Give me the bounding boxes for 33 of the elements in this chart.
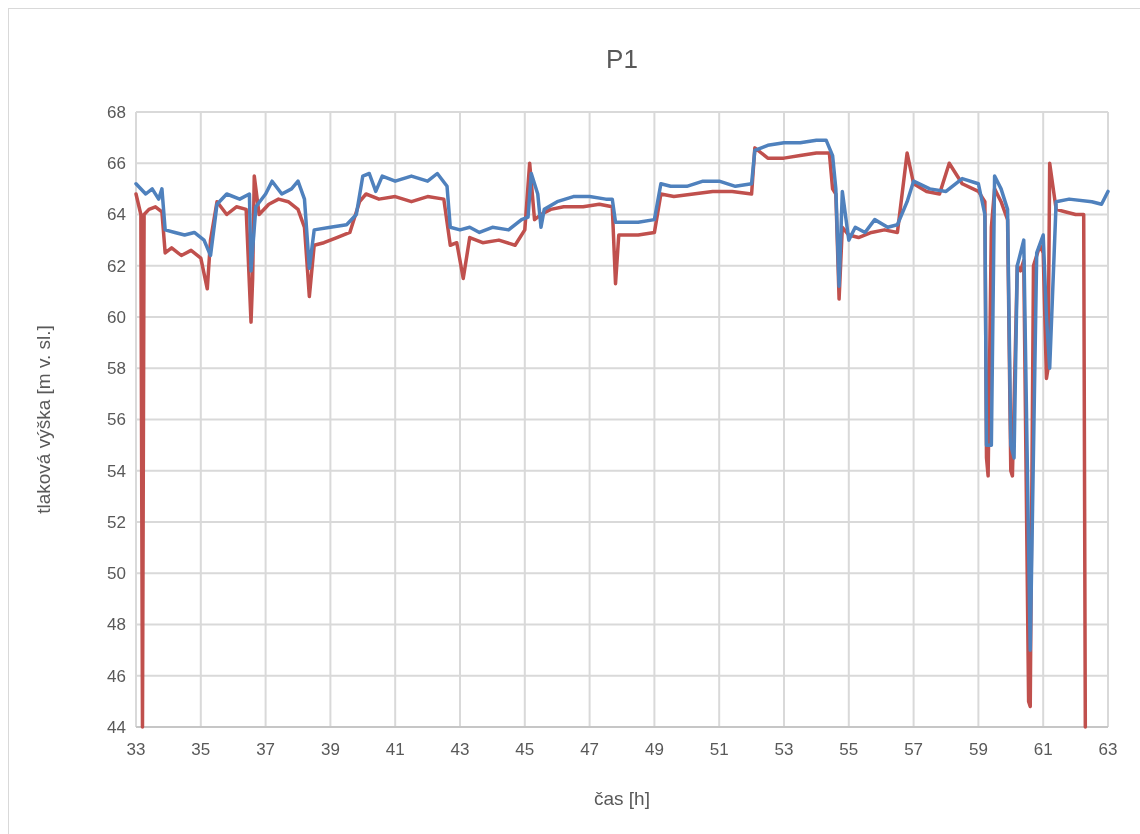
line-series (134, 138, 1110, 652)
x-tick-label: 53 (774, 740, 794, 759)
x-tick-label: 59 (968, 740, 988, 759)
y-tick-label: 52 (107, 512, 126, 532)
x-tick-label: 43 (450, 740, 470, 759)
x-tick-label: 39 (320, 740, 340, 759)
x-tick-label: 61 (1033, 740, 1053, 759)
x-tick-label: 41 (385, 740, 405, 759)
x-tick-label: 37 (256, 740, 276, 759)
y-tick-label: 46 (107, 666, 126, 686)
y-tick-label: 58 (107, 359, 126, 379)
y-tick-label: 44 (107, 717, 126, 737)
y-tick-label: 50 (107, 564, 126, 584)
y-tick-label: 64 (107, 205, 126, 225)
x-axis-title: čas [h] (594, 788, 650, 809)
x-tick-label: 51 (709, 740, 729, 759)
y-tick-label: 54 (107, 461, 126, 481)
y-axis-title: tlaková výška [m v. sl.] (33, 325, 54, 514)
x-tick-label: 33 (126, 740, 146, 759)
chart-title: P1 (606, 44, 638, 74)
x-tick-label: 49 (644, 740, 664, 759)
y-tick-label: 56 (107, 410, 126, 430)
y-tick-label: 48 (107, 615, 126, 635)
x-tick-label: 55 (839, 740, 859, 759)
x-tick-label: 47 (580, 740, 600, 759)
x-tick-label: 35 (191, 740, 211, 759)
x-tick-label: 45 (515, 740, 535, 759)
y-tick-label: 60 (107, 307, 126, 327)
y-tick-label: 62 (107, 256, 126, 276)
y-tick-label: 68 (107, 102, 126, 122)
x-tick-label: 57 (904, 740, 924, 759)
x-tick-label: 63 (1098, 740, 1118, 759)
y-tick-label: 66 (107, 154, 126, 174)
